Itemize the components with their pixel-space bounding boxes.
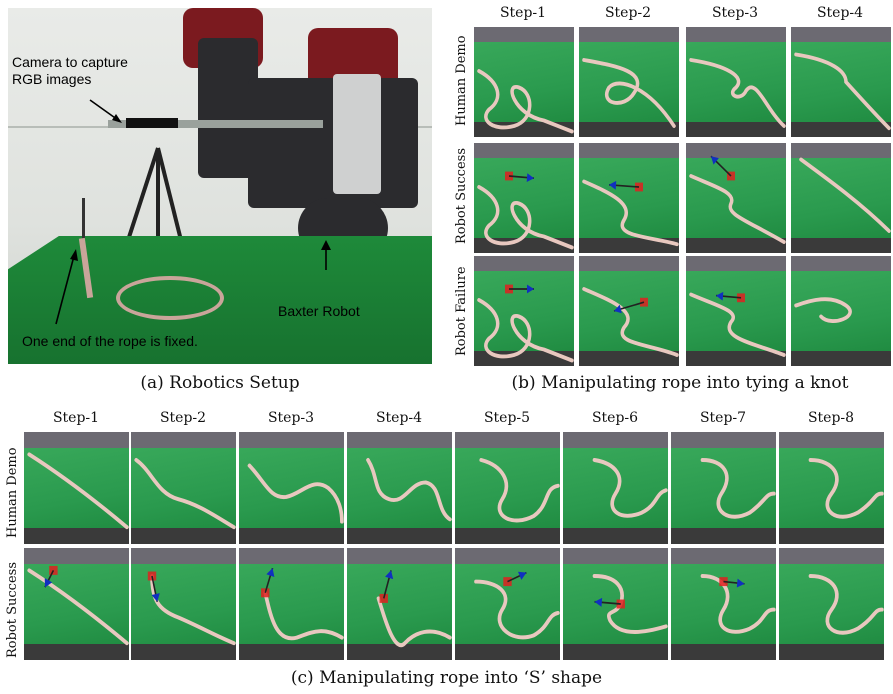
frame-thumbnail bbox=[347, 548, 452, 660]
frame-thumbnail bbox=[579, 27, 679, 137]
frame-thumbnail bbox=[347, 432, 452, 544]
caption-c: (c) Manipulating rope into ‘S’ shape bbox=[290, 668, 603, 688]
frame-thumbnail bbox=[579, 256, 679, 366]
frame-thumbnail bbox=[579, 143, 679, 253]
move-arrow bbox=[526, 173, 534, 182]
grasp-marker bbox=[379, 593, 388, 603]
b-step-label: Step-4 bbox=[816, 5, 864, 21]
move-arrow bbox=[594, 597, 603, 607]
caption-b: (b) Manipulating rope into tying a knot bbox=[511, 373, 849, 393]
move-arrow bbox=[266, 568, 275, 577]
c-step-label: Step-5 bbox=[483, 410, 531, 426]
c-step-label: Step-8 bbox=[807, 410, 855, 426]
b-row-label: Human Demo bbox=[454, 35, 469, 126]
frame-thumbnail bbox=[474, 143, 574, 253]
frame-thumbnail bbox=[686, 27, 786, 137]
frame-thumbnail bbox=[686, 143, 786, 253]
b-step-label: Step-2 bbox=[604, 5, 652, 21]
frame-thumbnail bbox=[131, 548, 236, 660]
robot-annotation: Baxter Robot bbox=[278, 303, 360, 319]
c-row-label: Robot Success bbox=[5, 562, 20, 658]
move-arrow bbox=[736, 578, 745, 588]
move-arrow bbox=[614, 304, 622, 314]
frame-thumbnail bbox=[131, 432, 236, 544]
frame-thumbnail bbox=[563, 548, 668, 660]
frame-thumbnail bbox=[791, 143, 891, 253]
frame-thumbnail bbox=[686, 256, 786, 366]
c-step-label: Step-2 bbox=[159, 410, 207, 426]
move-arrow bbox=[716, 291, 724, 301]
rope-annotation: One end of the rope is fixed. bbox=[22, 333, 198, 349]
move-arrow bbox=[711, 156, 719, 165]
frame-thumbnail bbox=[474, 256, 574, 366]
move-arrow bbox=[609, 180, 617, 190]
frame-thumbnail bbox=[239, 548, 344, 660]
grasp-marker bbox=[49, 565, 58, 575]
grasp-marker bbox=[261, 588, 270, 598]
move-arrow bbox=[527, 284, 534, 294]
grasp-marker bbox=[503, 577, 512, 587]
b-row-label: Robot Failure bbox=[454, 266, 469, 356]
b-step-label: Step-3 bbox=[711, 5, 759, 21]
frame-thumbnail bbox=[671, 432, 776, 544]
frame-thumbnail bbox=[474, 27, 574, 137]
frame-thumbnail bbox=[791, 27, 891, 137]
c-step-label: Step-1 bbox=[52, 410, 100, 426]
frame-thumbnail bbox=[239, 432, 344, 544]
frame-thumbnail bbox=[24, 548, 129, 660]
move-arrow bbox=[385, 570, 394, 580]
camera-annotation: Camera to capture RGB images bbox=[12, 54, 128, 87]
frame-thumbnail bbox=[779, 548, 884, 660]
c-step-label: Step-4 bbox=[375, 410, 423, 426]
frame-thumbnail bbox=[671, 548, 776, 660]
frame-thumbnail bbox=[791, 256, 891, 366]
frame-thumbnail bbox=[24, 432, 129, 544]
frame-thumbnail bbox=[455, 548, 560, 660]
b-step-label: Step-1 bbox=[499, 5, 547, 21]
c-step-label: Step-6 bbox=[591, 410, 639, 426]
c-row-label: Human Demo bbox=[5, 447, 20, 538]
frame-thumbnail bbox=[779, 432, 884, 544]
frame-thumbnail bbox=[563, 432, 668, 544]
move-arrow bbox=[517, 571, 527, 580]
c-step-label: Step-3 bbox=[267, 410, 315, 426]
grasp-marker bbox=[737, 293, 745, 303]
move-arrow bbox=[151, 593, 160, 602]
move-arrow bbox=[44, 578, 53, 588]
robotics-setup-photo: Camera to capture RGB images Baxter Robo… bbox=[8, 8, 432, 364]
caption-a: (a) Robotics Setup bbox=[140, 373, 300, 393]
frame-thumbnail bbox=[455, 432, 560, 544]
c-step-label: Step-7 bbox=[699, 410, 747, 426]
b-row-label: Robot Success bbox=[454, 148, 469, 244]
annotation-arrows bbox=[55, 99, 331, 325]
grasp-marker bbox=[640, 297, 648, 307]
grasp-marker bbox=[719, 577, 728, 587]
